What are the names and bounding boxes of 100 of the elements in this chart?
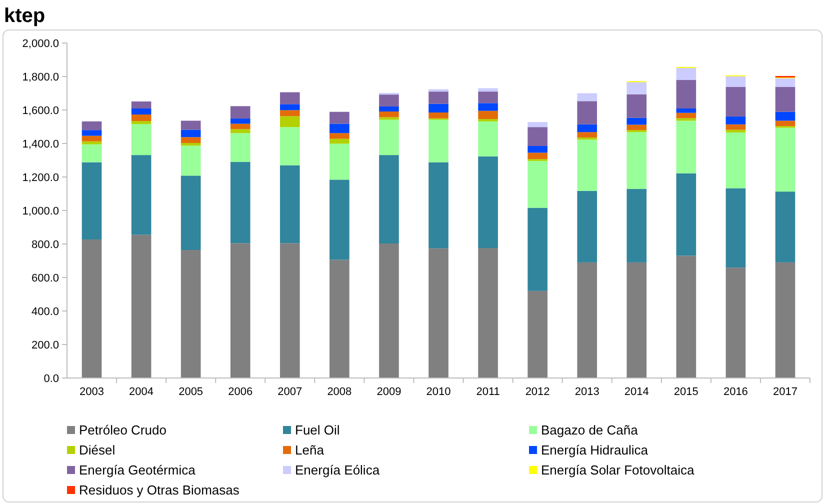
y-tick-label: 400.0 <box>31 306 59 318</box>
bar <box>330 124 350 134</box>
bar <box>775 120 796 126</box>
bar <box>428 120 448 162</box>
bar <box>428 89 448 92</box>
bar <box>82 144 102 162</box>
legend-label: Fuel Oil <box>295 422 340 438</box>
bar <box>676 120 696 174</box>
bar <box>676 80 696 108</box>
x-tick-label: 2009 <box>376 386 402 398</box>
bar <box>726 268 746 378</box>
bar <box>577 101 598 124</box>
bar <box>280 165 300 244</box>
bar <box>379 94 399 106</box>
bar <box>626 124 647 130</box>
bar <box>82 136 102 142</box>
y-tick-label: 1,200.0 <box>22 172 59 184</box>
bar <box>180 176 201 250</box>
bar <box>726 76 746 87</box>
bar <box>330 138 350 144</box>
bar <box>726 132 746 188</box>
x-tick-label: 2017 <box>772 386 798 398</box>
y-tick-label: 200.0 <box>31 339 59 352</box>
bar <box>280 104 300 110</box>
bar <box>379 106 399 112</box>
y-tick-label: 1,800.0 <box>22 71 59 84</box>
bar <box>280 110 300 116</box>
bar <box>280 243 300 378</box>
bar <box>280 127 300 166</box>
legend-label: Bagazo de Caña <box>541 422 639 438</box>
bar <box>626 94 647 118</box>
bar <box>428 104 448 113</box>
bar <box>626 262 647 378</box>
bar <box>280 116 300 128</box>
x-tick-label: 2014 <box>624 386 649 398</box>
bar <box>428 162 448 248</box>
bar <box>775 128 796 192</box>
bar <box>528 160 548 208</box>
x-tick-label: 2004 <box>129 386 154 398</box>
x-tick-label: 2016 <box>723 386 748 398</box>
bar <box>230 162 250 244</box>
bar <box>775 262 796 378</box>
bar <box>230 129 250 134</box>
legend-label: Energía Hidraulica <box>541 442 649 458</box>
bar <box>676 118 696 121</box>
bar <box>676 112 696 118</box>
bar <box>478 121 498 156</box>
bar <box>428 248 448 378</box>
y-tick-label: 1,000.0 <box>22 205 59 218</box>
bar <box>726 124 746 130</box>
bar <box>528 152 548 160</box>
bar <box>379 243 399 378</box>
bar <box>180 142 201 146</box>
bar <box>676 68 696 80</box>
x-tick-label: 2010 <box>426 386 451 398</box>
bar <box>726 130 746 132</box>
x-tick-label: 2006 <box>228 386 253 398</box>
bar <box>180 130 201 138</box>
bar <box>775 192 796 262</box>
bar <box>330 133 350 139</box>
bar <box>726 86 746 117</box>
bar <box>577 137 598 140</box>
legend-label: Diésel <box>79 442 116 458</box>
bar <box>180 120 201 130</box>
legend-label: Energía Solar Fotovoltaica <box>541 462 695 478</box>
bar <box>131 101 152 108</box>
bar <box>775 86 796 112</box>
legend-label: Energía Geotérmica <box>79 462 196 478</box>
bar <box>230 243 250 378</box>
bar <box>478 103 498 111</box>
bar <box>676 256 696 378</box>
bar <box>82 162 102 240</box>
bar <box>379 120 399 156</box>
bar <box>528 122 548 128</box>
bar <box>528 127 548 146</box>
bar <box>478 88 498 92</box>
bar <box>626 188 647 262</box>
bar <box>626 132 647 189</box>
y-tick-label: 800.0 <box>31 238 59 251</box>
chart-title: ktep <box>4 5 46 27</box>
bar <box>180 137 201 143</box>
bar <box>131 234 152 378</box>
bar <box>180 146 201 176</box>
bar <box>230 133 250 162</box>
x-tick-label: 2015 <box>674 386 698 398</box>
bar <box>82 141 102 144</box>
bar <box>528 146 548 153</box>
bar <box>478 92 498 104</box>
bar <box>131 155 152 235</box>
bar <box>577 190 598 262</box>
bar <box>726 188 746 268</box>
bar <box>330 180 350 260</box>
bar <box>230 118 250 124</box>
bar <box>82 121 102 130</box>
bar <box>676 173 696 256</box>
legend-label: Energía Eólica <box>295 462 380 478</box>
bar <box>379 117 399 120</box>
bar <box>676 108 696 113</box>
x-tick-label: 2007 <box>278 386 302 398</box>
x-tick-label: 2003 <box>80 386 104 398</box>
